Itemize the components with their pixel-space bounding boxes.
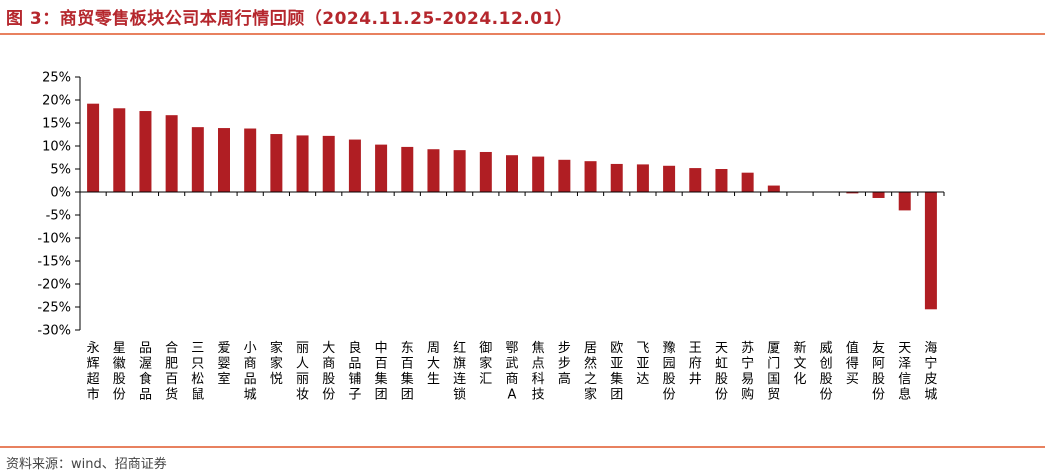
bottom-divider xyxy=(0,446,1045,448)
bar-天泽信息 xyxy=(898,192,911,211)
x-tick-label: 红旗连锁 xyxy=(453,340,466,403)
x-tick-label: 威创股份 xyxy=(820,341,833,403)
y-tick-label: 10% xyxy=(42,140,71,155)
y-tick-label: 0% xyxy=(50,186,71,201)
bar-良品铺子 xyxy=(348,139,361,192)
x-tick-label: 周大生 xyxy=(427,341,440,387)
source-note: 资料来源：wind、招商证券 xyxy=(6,457,167,472)
bar-厦门国贸 xyxy=(767,185,780,192)
x-tick-label: 厦门国贸 xyxy=(767,341,780,403)
axes xyxy=(79,77,945,330)
x-tick-label: 东百集团 xyxy=(401,341,414,403)
bar-值得买 xyxy=(846,192,859,194)
y-tick-label: -15% xyxy=(37,255,71,270)
x-tick-label: 鄂武商 A xyxy=(505,341,518,403)
bar-东百集团 xyxy=(401,146,414,192)
y-tick-label: -20% xyxy=(37,278,71,293)
bar-御家汇 xyxy=(479,151,492,192)
x-tick-label: 永辉超市 xyxy=(87,341,100,403)
x-tick-label: 品渥食品 xyxy=(139,341,152,403)
x-tick-label: 御家汇 xyxy=(479,341,492,387)
bar-苏宁易购 xyxy=(741,172,754,192)
x-tick-label: 爱婴室 xyxy=(217,341,230,387)
x-tick-label: 王府井 xyxy=(689,341,702,387)
x-tick-label: 大商股份 xyxy=(322,341,335,403)
x-tick-label: 中百集团 xyxy=(375,341,388,403)
bar-鄂武商A xyxy=(506,155,518,192)
x-tick-label: 焦点科技 xyxy=(532,341,545,403)
y-tick-label: 5% xyxy=(50,163,71,178)
y-tick-label: -5% xyxy=(46,209,71,224)
x-tick-label: 苏宁易购 xyxy=(741,340,754,403)
bar-三只松鼠 xyxy=(191,127,204,192)
x-tick-label: 家家悦 xyxy=(270,340,283,387)
y-tick-label: -25% xyxy=(37,301,71,316)
bar-周大生 xyxy=(427,149,440,192)
y-tick-label: 15% xyxy=(42,117,71,132)
x-tick-label: 值得买 xyxy=(846,340,859,387)
y-tick-label: -30% xyxy=(37,324,71,339)
bar-友阿股份 xyxy=(872,192,885,198)
y-tick-label: 25% xyxy=(42,71,71,86)
bar-欧亚集团 xyxy=(610,163,623,192)
y-tick-label: 20% xyxy=(42,94,71,109)
bar-小商品城 xyxy=(244,128,257,192)
x-tick-label: 友阿股份 xyxy=(872,340,885,403)
x-tick-label: 星徽股份 xyxy=(113,341,126,403)
bar-海宁皮城 xyxy=(924,192,937,310)
x-tick-label: 小商品城 xyxy=(244,341,257,403)
bar-中百集团 xyxy=(375,144,388,192)
bar-步步高 xyxy=(558,159,571,192)
x-tick-label: 新文化 xyxy=(793,340,806,387)
bar-大商股份 xyxy=(322,135,335,192)
bar-飞亚达 xyxy=(636,164,649,192)
x-tick-label: 海宁皮城 xyxy=(924,341,937,403)
bar-红旗连锁 xyxy=(453,150,466,192)
x-tick-label: 合肥百货 xyxy=(165,341,178,403)
x-tick-label: 欧亚集团 xyxy=(610,341,623,403)
top-divider xyxy=(0,33,1045,35)
y-axis-ticks: 25% 20% 15% 10% 5% 0% -5% -10% -15% -20% -25% -30% xyxy=(37,71,80,339)
bar-豫园股份 xyxy=(663,165,676,192)
bar-焦点科技 xyxy=(532,156,545,192)
figure-title: 图 3：商贸零售板块公司本周行情回顾（2024.11.25-2024.12.01… xyxy=(6,9,573,29)
bar-品渥食品 xyxy=(139,111,152,192)
x-tick-label: 飞亚达 xyxy=(636,341,649,387)
bar-丽人丽妆 xyxy=(296,135,309,192)
x-tick-label: 良品铺子 xyxy=(348,340,361,403)
bar-居然之家 xyxy=(584,161,597,192)
bar-永辉超市 xyxy=(87,103,100,192)
bar-chart: 25%20%15%10%5%0%-5%-10%-15%-20%-25%-30% … xyxy=(37,71,945,403)
x-tick-label: 步步高 xyxy=(558,341,571,387)
bar-王府井 xyxy=(689,168,702,192)
bar-series xyxy=(87,103,937,310)
bar-合肥百货 xyxy=(165,115,178,192)
bar-家家悦 xyxy=(270,134,283,192)
x-tick-label: 三只松鼠 xyxy=(191,341,204,403)
bar-星徽股份 xyxy=(113,108,126,192)
y-tick-label: -10% xyxy=(37,232,71,247)
x-tick-label: 居然之家 xyxy=(584,341,597,403)
x-tick-label: 豫园股份 xyxy=(663,341,676,403)
bar-天虹股份 xyxy=(715,169,728,192)
x-tick-label: 丽人丽妆 xyxy=(296,341,309,403)
x-tick-label: 天虹股份 xyxy=(715,341,728,403)
bar-爱婴室 xyxy=(218,128,230,192)
x-tick-label: 天泽信息 xyxy=(898,341,911,403)
